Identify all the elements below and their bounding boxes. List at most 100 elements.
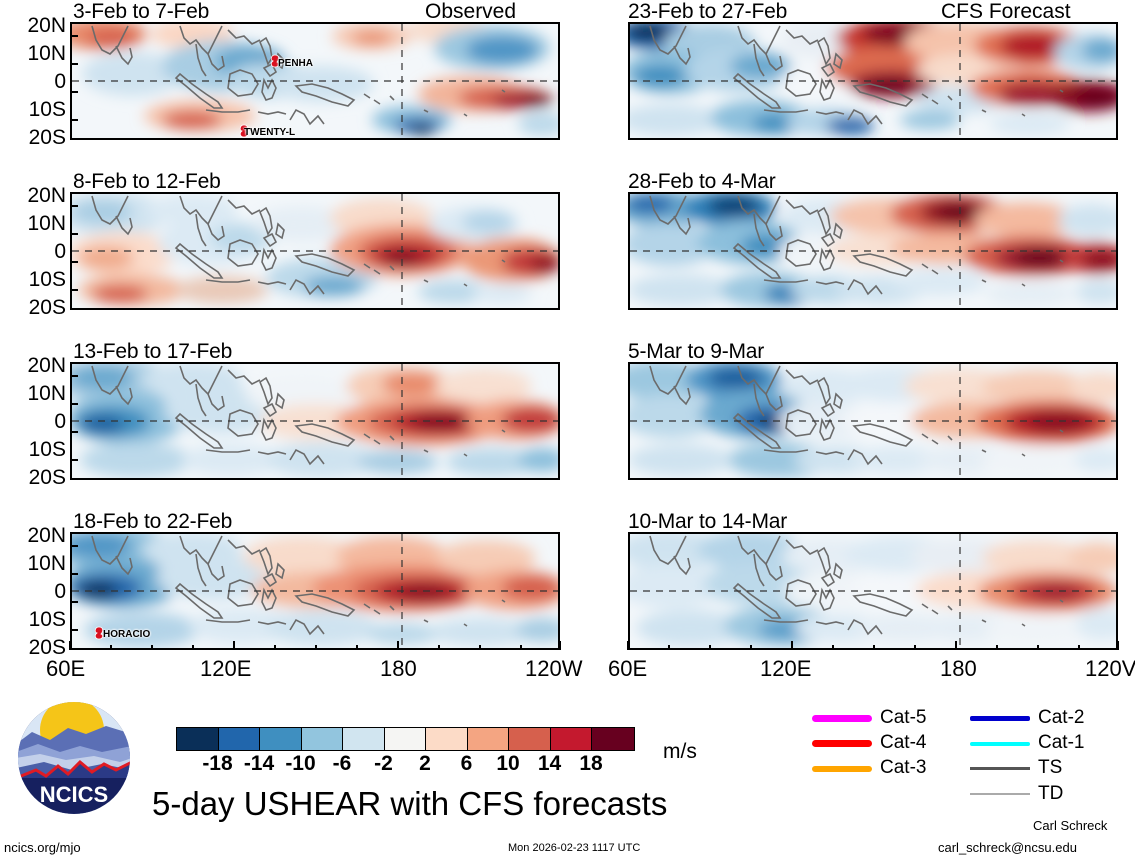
x-axis-label-180-right: 180 [940, 656, 977, 681]
contour-field-3 [72, 364, 558, 478]
y-axis-label-10s-row1: 10S [28, 98, 66, 121]
contour-field-4 [72, 534, 558, 648]
x-axis-label-120e-left: 120E [200, 656, 252, 681]
y-axis-label-10s-row2: 10S [28, 268, 66, 291]
panel-corner-cfs-forecast: CFS Forecast [941, 0, 1071, 23]
colorbar-bin-4 [301, 728, 343, 750]
y-axis-label-0-row3: 0 [54, 410, 66, 433]
colorbar-bin-2 [218, 728, 260, 750]
map-panel-4[interactable]: HORACIO [70, 532, 560, 650]
y-axis-label-20s-row4: 20S [28, 636, 66, 659]
panel-title-6: 28-Feb to 4-Mar [628, 170, 776, 193]
legend-line-cat-5 [812, 715, 872, 722]
panel-title-7: 5-Mar to 9-Mar [628, 340, 765, 363]
colorbar-tick--18: -18 [202, 752, 233, 775]
footer-site-link[interactable]: ncics.org/mjo [4, 840, 81, 855]
x-axis-label-120e-right: 120E [760, 656, 812, 681]
legend-line-cat-2 [970, 716, 1030, 721]
colorbar-bin-11 [592, 728, 634, 750]
footer-author: Carl Schreck [1033, 818, 1108, 833]
panel-corner-observed: Observed [425, 0, 517, 23]
map-panel-2[interactable] [70, 192, 560, 310]
contour-field-6 [630, 194, 1116, 308]
colorbar-bin-3 [260, 728, 302, 750]
legend-line-cat-3 [812, 766, 872, 772]
storm-marker-twenty-l[interactable] [238, 124, 250, 138]
colorbar-bin-6 [384, 728, 426, 750]
legend-label-cat-5: Cat-5 [880, 707, 927, 728]
contour-field-2 [72, 194, 558, 308]
colorbar-tick-10: 10 [496, 752, 520, 775]
x-axis-label-180-left: 180 [380, 656, 417, 681]
legend-label-ts: TS [1038, 757, 1063, 778]
storm-label-horacio: HORACIO [103, 629, 151, 640]
x-axis-label-60e-right: 60E [608, 656, 648, 681]
y-axis-label-10s-row3: 10S [28, 438, 66, 461]
ncics-logo[interactable]: NCICS [16, 700, 132, 816]
legend-label-cat-3: Cat-3 [880, 757, 927, 778]
contour-field-1 [72, 24, 558, 138]
y-axis-label-0-row2: 0 [54, 240, 66, 263]
colorbar-ticklabels: -18 -14 -10 -6 -2 2 6 10 14 18 [176, 752, 636, 778]
colorbar-bin-8 [467, 728, 509, 750]
y-axis-label-20s-row1: 20S [28, 126, 66, 149]
svg-text:NCICS: NCICS [40, 782, 108, 807]
panel-title-3: 13-Feb to 17-Feb [73, 340, 233, 363]
colorbar-tick--10: -10 [285, 752, 316, 775]
legend-line-cat-1 [970, 742, 1030, 746]
y-axis-label-20n-row3: 20N [27, 354, 66, 377]
map-panel-5[interactable] [628, 22, 1118, 140]
y-axis-label-20n-row2: 20N [27, 184, 66, 207]
legend-line-cat-4 [812, 740, 872, 747]
legend-label-cat-2: Cat-2 [1038, 707, 1085, 728]
footer-timestamp: Mon 2026-02-23 1117 UTC [508, 842, 641, 854]
y-axis-label-0-row4: 0 [54, 580, 66, 603]
y-axis-label-10n-row4: 10N [27, 552, 66, 575]
page-title: 5-day USHEAR with CFS forecasts [152, 785, 668, 822]
legend-label-td: TD [1038, 783, 1064, 804]
y-axis-label-20s-row3: 20S [28, 466, 66, 489]
y-axis-label-10n-row1: 10N [27, 42, 66, 65]
storm-label-twenty-l: TWENTY-L [244, 127, 296, 138]
legend-line-ts [970, 767, 1030, 770]
colorbar-bin-10 [550, 728, 592, 750]
panel-title-2: 8-Feb to 12-Feb [73, 170, 221, 193]
map-panel-1[interactable]: PENHA TWENTY-L [70, 22, 560, 140]
colorbar-unit-label: m/s [663, 740, 697, 763]
panel-title-1: 3-Feb to 7-Feb [73, 0, 210, 23]
storm-marker-horacio[interactable] [93, 626, 105, 640]
storm-legend: Cat-5 Cat-4 Cat-3 Cat-2 Cat-1 TS TD [812, 705, 1132, 805]
colorbar[interactable] [176, 727, 635, 751]
storm-marker-penha[interactable] [269, 54, 281, 68]
colorbar-tick-14: 14 [537, 752, 562, 775]
contour-field-8 [630, 534, 1116, 648]
legend-label-cat-4: Cat-4 [880, 732, 927, 753]
map-panel-6[interactable] [628, 192, 1118, 310]
colorbar-tick--2: -2 [374, 752, 393, 775]
map-panel-3[interactable] [70, 362, 560, 480]
colorbar-bin-7 [426, 728, 468, 750]
colorbar-tick--14: -14 [243, 752, 275, 775]
colorbar-bin-9 [509, 728, 551, 750]
y-axis-label-0-row1: 0 [54, 70, 66, 93]
x-axis-label-60e-left: 60E [46, 656, 86, 681]
storm-label-penha: PENHA [278, 58, 314, 69]
panel-title-8: 10-Mar to 14-Mar [628, 510, 788, 533]
x-axis-label-120w-right: 120V [1085, 656, 1135, 681]
y-axis-label-20n-row4: 20N [27, 524, 66, 547]
map-panel-7[interactable] [628, 362, 1118, 480]
panel-title-4: 18-Feb to 22-Feb [73, 510, 233, 533]
y-axis-label-20n-row1: 20N [27, 14, 66, 37]
legend-line-td [970, 793, 1030, 795]
footer-email[interactable]: carl_schreck@ncsu.edu [938, 840, 1077, 855]
colorbar-tick-6: 6 [460, 752, 473, 775]
y-axis-label-10n-row3: 10N [27, 382, 66, 405]
colorbar-tick-18: 18 [579, 752, 603, 775]
colorbar-bin-5 [343, 728, 385, 750]
y-axis-label-10n-row2: 10N [27, 212, 66, 235]
y-axis-label-10s-row4: 10S [28, 608, 66, 631]
legend-label-cat-1: Cat-1 [1038, 732, 1085, 753]
map-panel-8[interactable] [628, 532, 1118, 650]
colorbar-tick-2: 2 [419, 752, 431, 775]
ncics-logo-graphic: NCICS [16, 700, 132, 816]
